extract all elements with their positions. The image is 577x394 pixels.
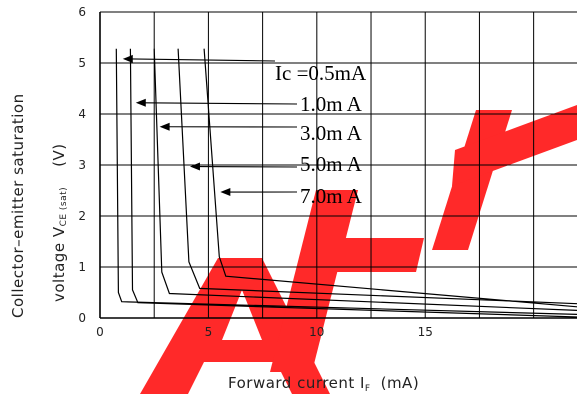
annotation-arrow-head — [220, 188, 231, 197]
series-group — [115, 48, 577, 318]
series-line-2 — [129, 48, 577, 318]
series-label: 5.0m A — [300, 152, 363, 176]
series-line-5 — [203, 48, 577, 308]
annotation-arrow-line — [143, 102, 298, 105]
x-tick-label: 10 — [309, 325, 324, 339]
series-label: 3.0m A — [300, 121, 363, 145]
tick-labels: 0 5 10 15 0 1 2 3 4 5 6 — [78, 5, 433, 339]
x-axis-label: Forward current IF (mA) — [228, 374, 419, 394]
x-tick-label: 5 — [205, 325, 213, 339]
annotations: Ic =0.5mA 1.0m A 3.0m A 5.0m A 7.0m A — [122, 54, 367, 208]
y-tick-label: 3 — [78, 158, 86, 172]
watermark-logo — [140, 105, 577, 394]
series-line-1 — [115, 48, 577, 315]
x-tick-label: 15 — [418, 325, 433, 339]
series-label: 7.0m A — [300, 184, 363, 208]
annotation-arrow-line — [130, 58, 276, 62]
grid — [99, 11, 577, 319]
y-tick-label: 2 — [78, 209, 86, 223]
annotation-arrow-head — [189, 162, 200, 171]
y-tick-label: 5 — [78, 56, 86, 70]
series-label: 1.0m A — [300, 92, 363, 116]
y-tick-label: 0 — [78, 311, 86, 325]
annotation-arrow-head — [122, 54, 133, 63]
y-tick-label: 4 — [78, 107, 86, 121]
series-label: Ic =0.5mA — [275, 61, 367, 85]
x-tick-label: 0 — [96, 325, 104, 339]
y-tick-label: 6 — [78, 5, 86, 19]
annotation-arrow-head — [159, 122, 170, 131]
y-axis-label-line1: Collector–emitter saturation — [9, 93, 27, 318]
y-axis-label-line2: voltage VCE (sat)(V) — [50, 143, 69, 302]
series-line-4 — [177, 48, 577, 305]
series-line-3 — [153, 48, 577, 311]
annotation-arrow-head — [135, 98, 146, 107]
y-tick-label: 1 — [78, 260, 86, 274]
